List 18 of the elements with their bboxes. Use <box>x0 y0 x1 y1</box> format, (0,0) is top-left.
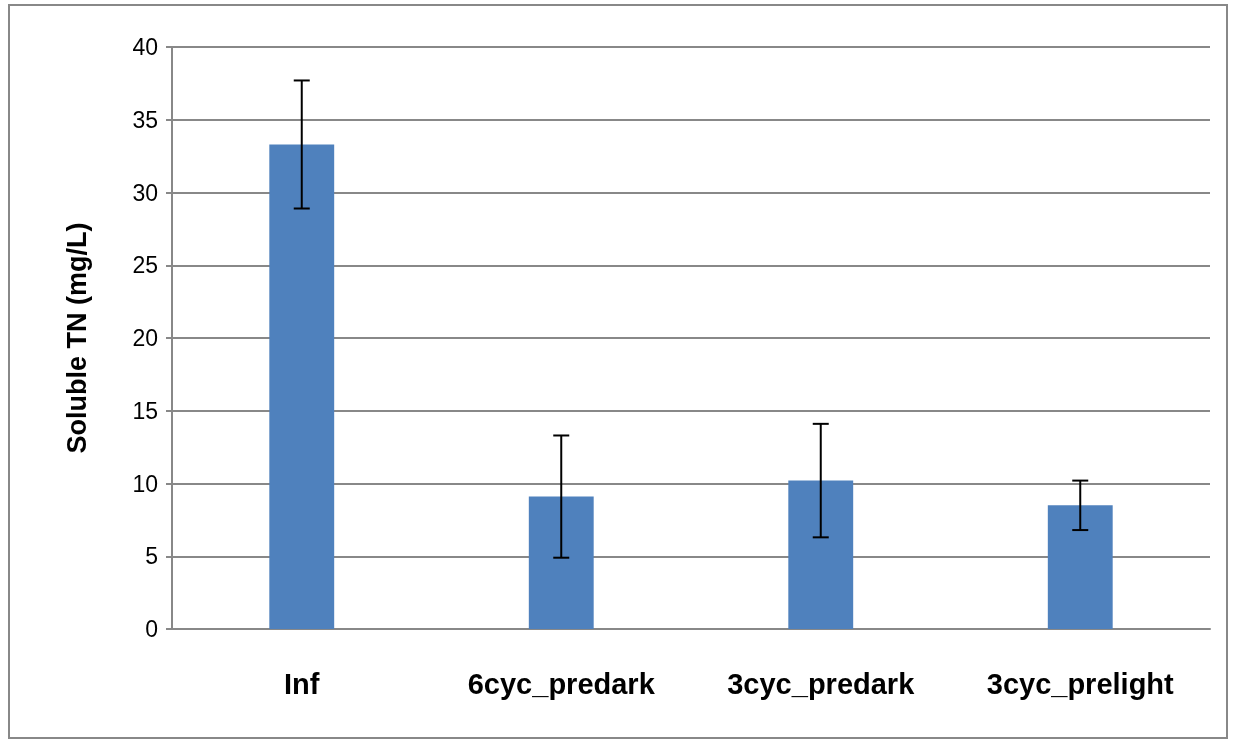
y-tick-label: 30 <box>132 179 158 206</box>
x-tick-label: 3cyc_prelight <box>986 667 1175 700</box>
y-tick-label: 20 <box>132 325 158 351</box>
y-tick-label: 5 <box>145 543 158 570</box>
bar <box>1047 505 1113 629</box>
bar <box>528 496 594 629</box>
y-tick-label: 15 <box>132 397 158 424</box>
y-tick-label: 40 <box>132 34 158 60</box>
y-tick-label: 10 <box>132 470 158 497</box>
y-tick-label: 0 <box>145 616 158 642</box>
x-tick-label: Inf <box>284 667 320 700</box>
x-tick-label: 6cyc_predark <box>467 667 656 700</box>
y-tick-label: 35 <box>132 106 158 133</box>
bar <box>269 144 335 629</box>
y-axis-title: Soluble TN (mg/L) <box>61 222 92 454</box>
x-tick-label: 3cyc_predark <box>727 667 916 700</box>
y-tick-label: 25 <box>132 252 158 279</box>
bar <box>788 480 854 629</box>
